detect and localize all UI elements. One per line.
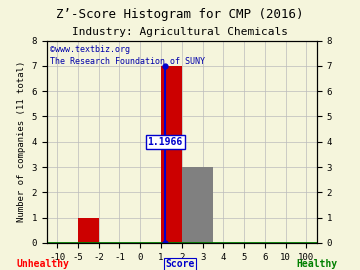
Bar [182, 167, 213, 243]
Text: Industry: Agricultural Chemicals: Industry: Agricultural Chemicals [72, 27, 288, 37]
Text: ©www.textbiz.org
The Research Foundation of SUNY: ©www.textbiz.org The Research Foundation… [50, 45, 204, 66]
Y-axis label: Number of companies (11 total): Number of companies (11 total) [17, 61, 26, 222]
Bar [161, 66, 182, 243]
Bar [78, 218, 99, 243]
Text: Score: Score [165, 259, 195, 269]
Text: Healthy: Healthy [296, 259, 337, 269]
Text: Unhealthy: Unhealthy [17, 259, 69, 269]
Text: Z’-Score Histogram for CMP (2016): Z’-Score Histogram for CMP (2016) [56, 8, 304, 21]
Text: 1.1966: 1.1966 [148, 137, 183, 147]
